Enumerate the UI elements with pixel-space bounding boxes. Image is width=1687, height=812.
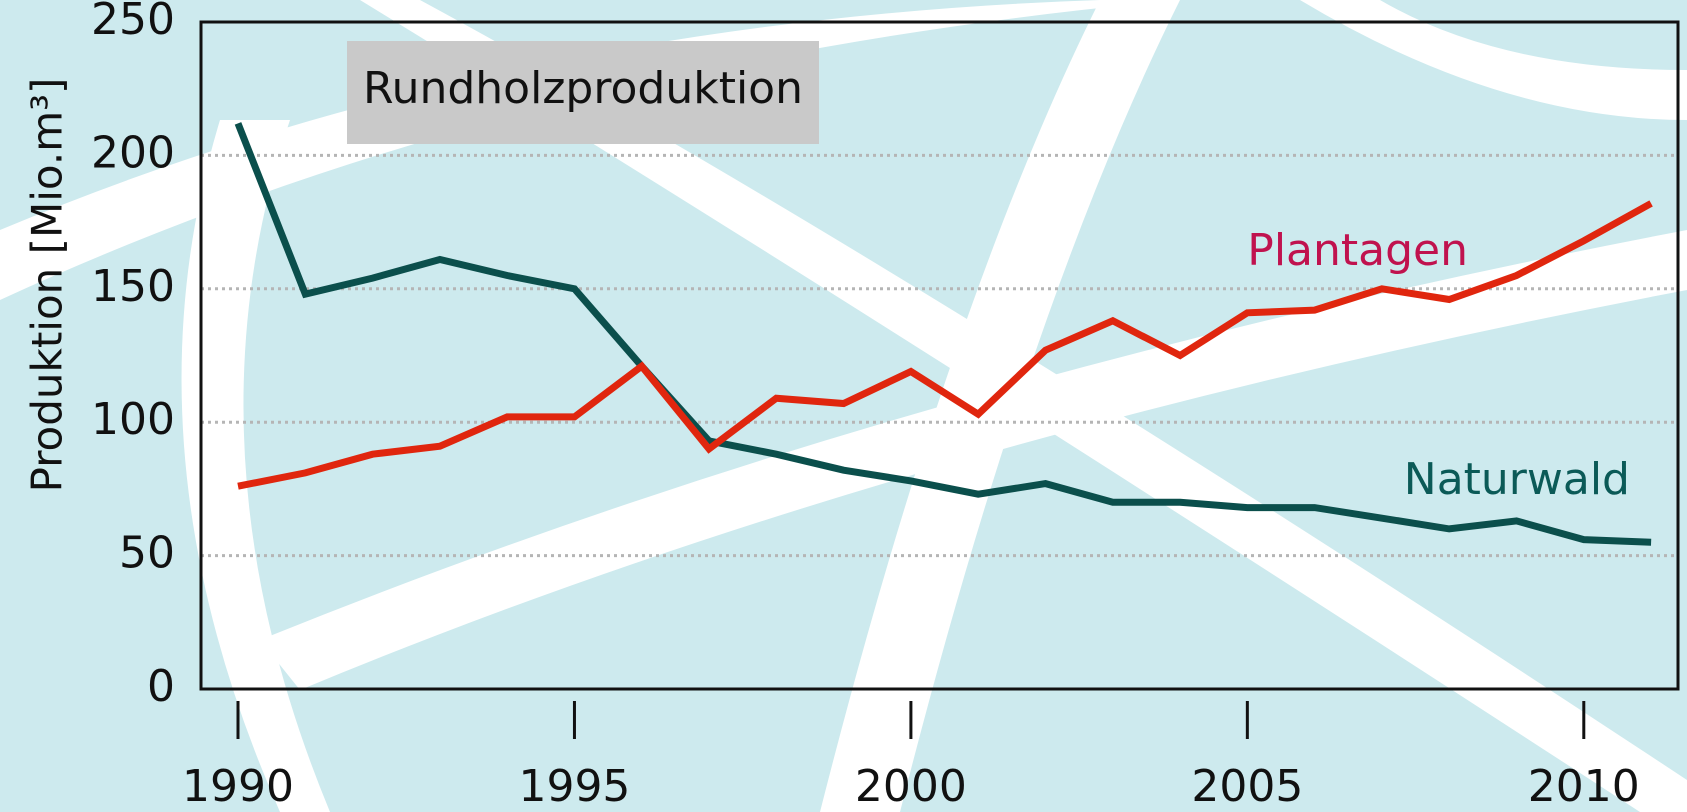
series-label: Plantagen [1247, 225, 1468, 276]
y-tick-label: 0 [147, 661, 175, 712]
y-tick-label: 100 [91, 394, 175, 445]
y-axis-label: Produktion [Mio.m³] [23, 78, 72, 493]
y-tick-label: 200 [91, 127, 175, 178]
x-tick-label: 1995 [518, 761, 630, 812]
chart: Naturwald Plantagen 0 50 100 150 200 250 1990 19… [0, 0, 1687, 812]
x-tick-label: 2000 [855, 761, 967, 812]
x-tick-label: 1990 [182, 761, 294, 812]
chart-title: Rundholzproduktion [363, 63, 803, 114]
x-tick-label: 2010 [1528, 761, 1640, 812]
series-label: Naturwald [1404, 454, 1630, 505]
y-tick-label: 50 [119, 528, 175, 579]
y-tick-label: 150 [91, 261, 175, 312]
x-tick-label: 2005 [1191, 761, 1303, 812]
y-tick-label: 250 [91, 0, 175, 45]
